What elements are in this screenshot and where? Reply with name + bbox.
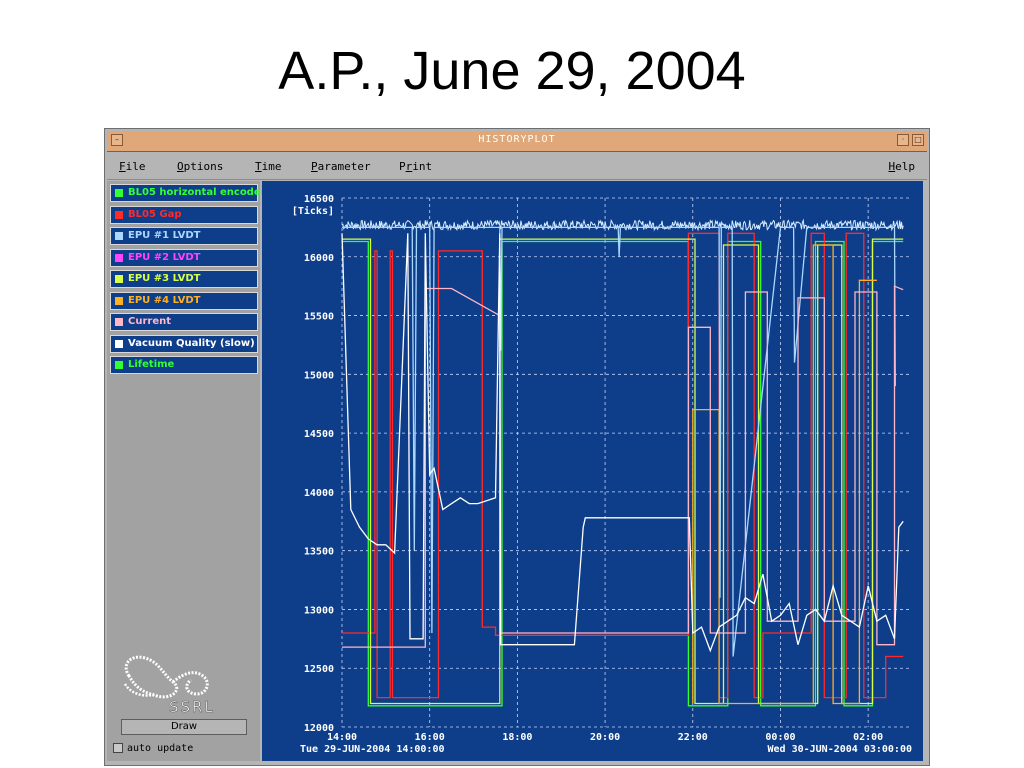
menu-parameter[interactable]: Parameter [311,160,371,173]
legend-swatch-icon [115,361,123,369]
y-tick-label: 13500 [304,547,334,558]
legend-swatch-icon [115,339,123,348]
menu-file[interactable]: File [119,160,146,173]
parameter-panel: BL05 horizontal encoder BL05 Gap EPU #1 LV… [107,181,266,761]
series-line [342,226,896,657]
slide-title: A.P., June 29, 2004 [278,41,746,101]
y-tick-label: 16500 [304,194,334,205]
series-line [341,218,904,232]
title-bar[interactable]: – HISTORYPLOT · □ [107,131,927,152]
draw-button[interactable]: Draw [121,719,247,735]
legend-swatch-icon [115,210,123,219]
legend-item[interactable]: EPU #4 LVDT [110,291,258,310]
legend-swatch-icon [115,275,123,283]
y-tick-label: 14500 [304,429,334,440]
legend-label: EPU #3 LVDT [128,273,201,284]
x-tick-label: 22:00 [678,732,708,743]
y-tick-label: 12500 [304,664,334,675]
series-line [342,285,904,648]
x-end-label: Wed 30-JUN-2004 03:00:00 [768,744,913,755]
maximize-icon[interactable]: □ [912,134,924,146]
legend-swatch-icon [115,318,123,326]
window-menu-icon[interactable]: – [111,134,123,146]
legend-label: Lifetime [128,359,175,370]
series-line [342,240,904,707]
history-chart[interactable]: 16500 16000 15500 15000 14500 14000 13500 13000… [262,181,923,761]
series-line [341,233,904,653]
window-title: HISTORYPLOT [478,134,556,145]
legend-label: EPU #1 LVDT [128,230,201,241]
ssrl-logo: SSRL [123,655,215,716]
auto-update-checkbox[interactable]: auto update [113,743,193,754]
legend-swatch-icon [115,253,123,262]
legend-label: EPU #4 LVDT [128,294,201,306]
legend-label: BL05 horizontal encoder [128,187,266,198]
y-tick-label: 13000 [304,605,334,616]
legend-item[interactable]: BL05 Gap [110,205,258,224]
legend-label: BL05 Gap [128,208,182,220]
menu-options[interactable]: Options [177,160,224,173]
x-start-label: Tue 29-JUN-2004 14:00:00 [300,744,445,755]
menu-help[interactable]: Help [888,160,916,173]
legend-item[interactable]: EPU #1 LVDT [110,227,258,245]
legend-label: Current [128,316,172,327]
x-tick-label: 18:00 [502,732,532,743]
y-tick-label: 15000 [304,370,334,381]
legend-swatch-icon [115,232,123,240]
menu-time[interactable]: Time [255,160,282,173]
x-tick-label: 02:00 [853,732,883,743]
x-tick-label: 14:00 [327,732,357,743]
checkbox-icon[interactable] [113,743,123,753]
legend-swatch-icon [115,189,123,197]
logo-text: SSRL [169,698,215,716]
legend-item[interactable]: Lifetime [110,356,258,374]
x-tick-label: 00:00 [765,732,795,743]
legend-swatch-icon [115,296,123,305]
y-axis-label: [Ticks] [292,205,334,217]
legend-item[interactable]: Vacuum Quality (slow) [110,334,258,353]
plot-area[interactable]: 16500 16000 15500 15000 14500 14000 13500 13000… [262,181,923,761]
auto-update-label: auto update [127,743,194,754]
y-tick-label: 12000 [304,723,334,734]
legend-label: Vacuum Quality (slow) [128,337,255,349]
y-tick-label: 14000 [304,488,334,499]
x-tick-label: 16:00 [415,732,445,743]
menu-bar: File Options Time Parameter Print Help [107,153,927,180]
legend-item[interactable]: EPU #2 LVDT [110,248,258,267]
menu-print[interactable]: Print [399,160,433,173]
historyplot-window: – HISTORYPLOT · □ File Options Time Para… [104,128,930,766]
y-tick-label: 15500 [304,312,334,323]
legend-label: EPU #2 LVDT [128,251,201,263]
x-tick-label: 20:00 [590,732,620,743]
y-tick-label: 16000 [304,253,334,264]
legend-item[interactable]: Current [110,313,258,331]
legend-item[interactable]: BL05 horizontal encoder [110,184,266,202]
minimize-icon[interactable]: · [897,134,909,146]
legend-item[interactable]: EPU #3 LVDT [110,270,258,288]
